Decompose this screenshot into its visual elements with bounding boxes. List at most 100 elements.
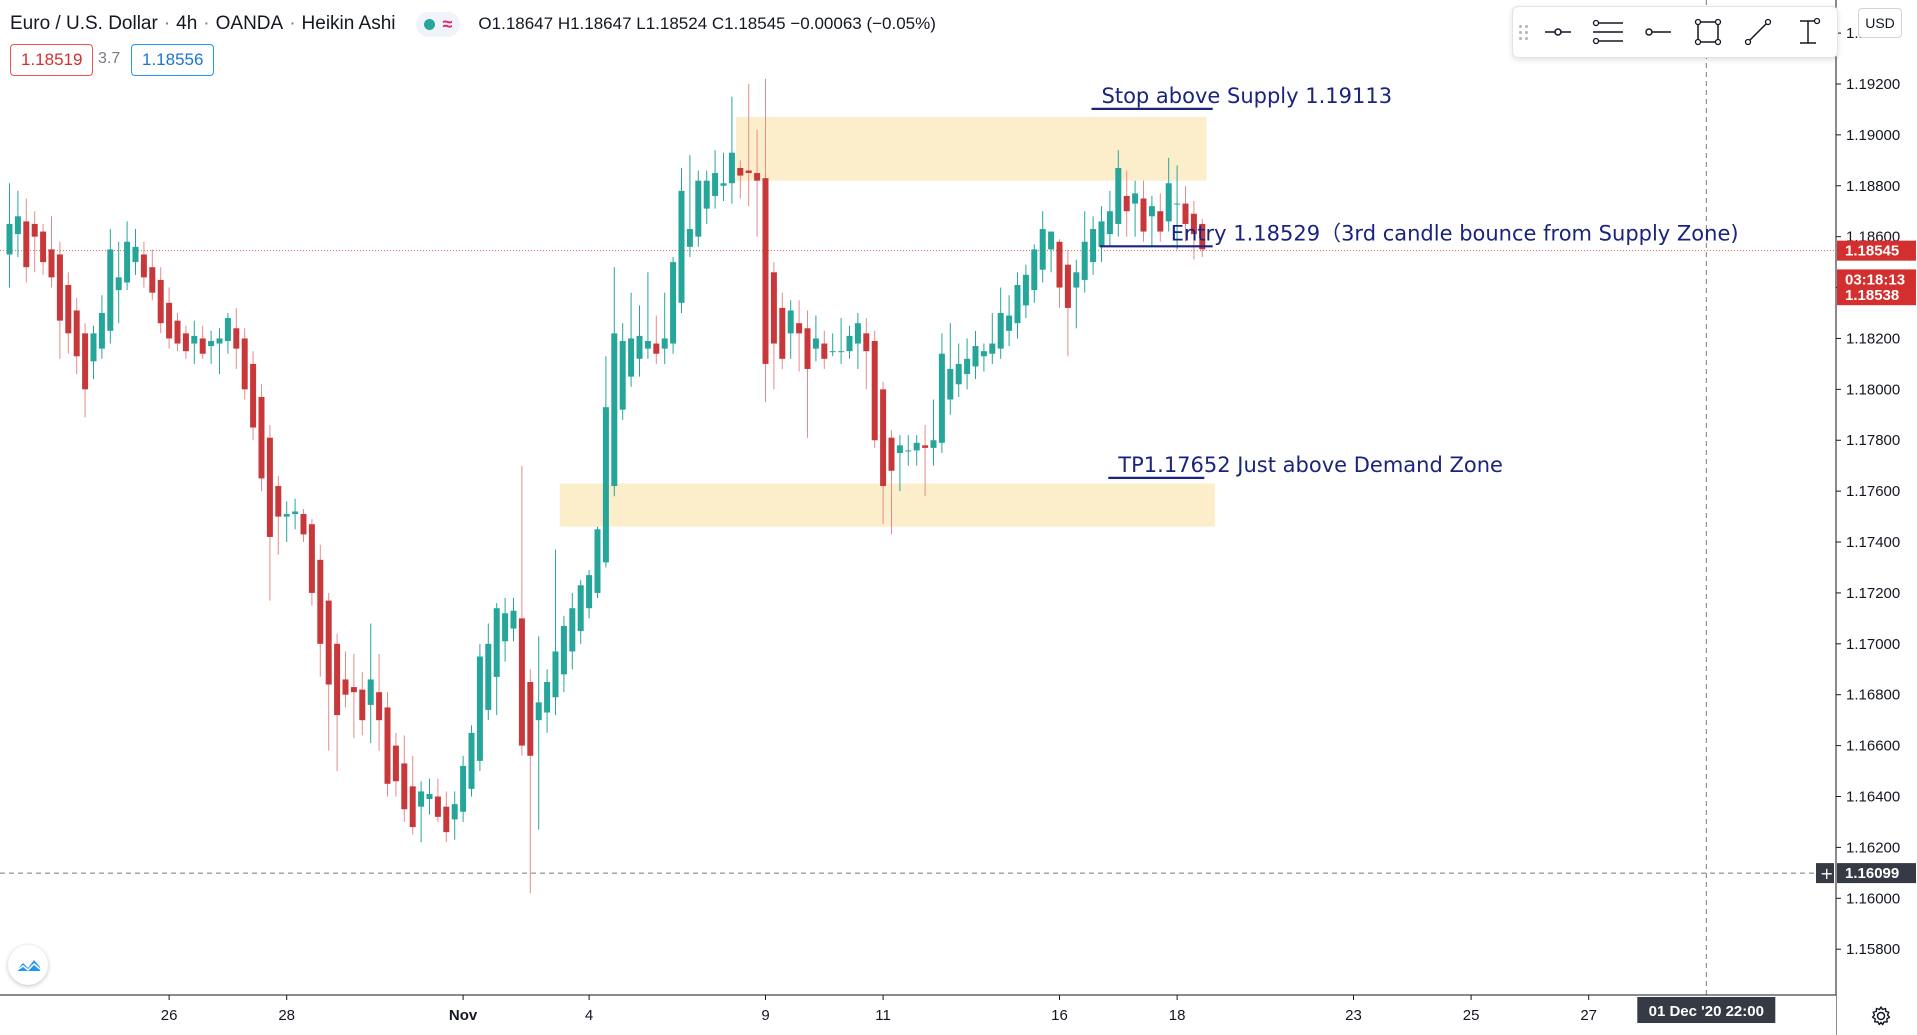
candle-down	[23, 198, 30, 283]
candle-body	[443, 806, 450, 833]
crosshair-time-tag[interactable]: 01 Dec '20 22:00	[1637, 997, 1776, 1023]
crosshair-plus-icon[interactable]: +	[1820, 864, 1833, 883]
time-axis[interactable]	[0, 995, 1836, 1035]
price-tag-bg	[1837, 863, 1916, 884]
candle-up	[418, 781, 425, 843]
candle-body	[661, 338, 668, 349]
candle-down	[342, 651, 349, 708]
candle-down	[392, 732, 399, 797]
y-tick-label: 1.17400	[1846, 534, 1900, 551]
candle-body	[149, 267, 156, 293]
currency-button[interactable]: USD	[1858, 8, 1902, 38]
candle-body	[955, 363, 962, 385]
demand-zone[interactable]	[559, 483, 1215, 527]
candle-up	[224, 313, 231, 354]
price-tag-bg	[1837, 269, 1916, 290]
candle-up	[510, 598, 517, 642]
reference-lines	[0, 0, 1836, 995]
candle-body	[1031, 249, 1038, 291]
stop-annotation[interactable]: Stop above Supply 1.19113	[1091, 84, 1393, 110]
candle-up	[1174, 165, 1181, 250]
y-tick-label: 1.17200	[1846, 585, 1900, 602]
candle-body	[1106, 211, 1113, 235]
candle-down	[31, 211, 38, 273]
candle-body	[65, 285, 72, 334]
market-status-pill[interactable]: ≈	[415, 11, 461, 37]
candle-body	[779, 307, 786, 359]
candle-up	[1039, 211, 1046, 283]
candle-body	[947, 368, 954, 400]
y-tick-label: 1.16800	[1846, 687, 1900, 704]
trend-line-icon	[1744, 18, 1772, 46]
candle-down	[754, 129, 761, 237]
chart-style-label[interactable]: Heikin Ashi	[301, 13, 396, 34]
candle-body	[1022, 274, 1029, 306]
candle-body	[250, 363, 257, 428]
entry-annotation[interactable]: Entry 1.18529（3rd candle bounce from Sup…	[1099, 221, 1739, 248]
spread-value: 3.7	[98, 50, 121, 67]
interval-label[interactable]: 4h	[176, 13, 198, 34]
candle-body	[157, 279, 164, 324]
tp-annotation[interactable]: TP1.17652 Just above Demand Zone	[1108, 453, 1503, 479]
candle-up	[838, 318, 845, 364]
candle-body	[653, 343, 660, 354]
candle-down	[334, 633, 341, 772]
candle-body	[426, 793, 433, 800]
candle-down	[199, 325, 206, 359]
candle-body	[334, 643, 341, 716]
candle-down	[359, 671, 366, 736]
price-tag-bg	[1837, 285, 1916, 306]
chart-settings-button[interactable]	[1868, 1003, 1894, 1029]
tradingview-logo[interactable]	[8, 945, 48, 985]
ask-price-tag[interactable]: 1.18538	[1837, 285, 1916, 306]
candle-body	[132, 246, 139, 263]
parallel-channel-button[interactable]	[1583, 9, 1633, 55]
price-range-button[interactable]	[1783, 9, 1833, 55]
candle-body	[460, 765, 467, 812]
candle-body	[602, 407, 609, 563]
candle-down	[401, 735, 408, 822]
symbol-name[interactable]: Euro / U.S. Dollar	[10, 13, 158, 34]
ask-price-button[interactable]: 1.18556	[131, 44, 215, 76]
candle-up	[644, 272, 651, 359]
drawing-toolbar[interactable]	[1512, 6, 1838, 58]
trend-line-button[interactable]	[1733, 9, 1783, 55]
candle-up	[896, 435, 903, 492]
toolbar-drag-handle[interactable]	[1519, 17, 1533, 47]
annotation-text: Stop above Supply 1.19113	[1102, 84, 1393, 108]
candle-body	[754, 173, 761, 181]
horizontal-ray-button[interactable]	[1533, 9, 1583, 55]
candle-up	[972, 330, 979, 380]
supply-zone[interactable]	[736, 117, 1207, 181]
crosshair-price-tag[interactable]: 1.16099	[1837, 863, 1916, 884]
rectangle-button[interactable]	[1683, 9, 1733, 55]
broker-label: OANDA	[215, 13, 284, 34]
candle-up	[468, 725, 475, 797]
x-tick-label: 4	[585, 1007, 593, 1024]
data-delay-icon: ≈	[442, 13, 453, 34]
candle-up	[728, 96, 735, 204]
candle-body	[14, 216, 21, 235]
candle-down	[65, 272, 72, 354]
candle-up	[686, 155, 693, 258]
annotations-layer[interactable]: Stop above Supply 1.19113 Entry 1.18529（3…	[1091, 84, 1739, 479]
candle-up	[560, 615, 567, 693]
candle-body	[804, 328, 811, 369]
y-tick-label: 1.17800	[1846, 432, 1900, 449]
last-price-tag[interactable]: 1.18545	[1837, 240, 1916, 261]
candle-body	[518, 618, 525, 746]
candle-body	[636, 335, 643, 359]
countdown-tag[interactable]: 03:18:13	[1837, 269, 1916, 290]
bid-price-button[interactable]: 1.18519	[10, 44, 94, 76]
horizontal-line-button[interactable]	[1633, 9, 1683, 55]
candle-body	[964, 358, 971, 375]
candle-up	[619, 323, 626, 420]
candle-up	[594, 526, 601, 599]
price-axis[interactable]	[1836, 0, 1917, 1035]
candle-body	[82, 333, 89, 390]
candle-body	[40, 231, 47, 263]
y-tick-label: 1.19000	[1846, 127, 1900, 144]
candle-body	[174, 320, 181, 344]
